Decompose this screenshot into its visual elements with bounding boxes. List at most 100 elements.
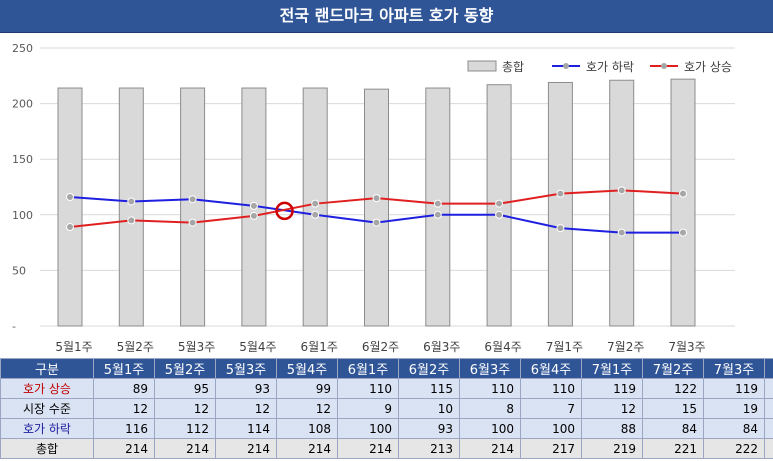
- series-point: [679, 189, 687, 198]
- table-header-cell: 7월1주: [581, 358, 643, 379]
- table-cell: 110: [459, 378, 521, 399]
- crossover-marker: [275, 201, 294, 221]
- table-cell: 100: [459, 418, 521, 439]
- table-header-cell: 6월4주: [520, 358, 582, 379]
- series-point: [311, 199, 320, 208]
- series-point: [556, 224, 565, 233]
- table-cell: 114: [215, 418, 277, 439]
- x-tick-label: 5월2주: [117, 340, 154, 354]
- table-cell: 214: [215, 438, 277, 459]
- table-cell: 89: [93, 378, 155, 399]
- table-spacer: [764, 398, 773, 419]
- legend-marker: [661, 63, 667, 69]
- chart: - 50 100 150 200 250 5월1주 5월2주 5월3주 5월4주 6월1주 6월2주…: [12, 42, 735, 354]
- table-cell: 84: [703, 418, 765, 439]
- table-row: 총합 214 214 214 214 214 213 214 217 219 221 222: [0, 438, 773, 459]
- series-point: [127, 197, 136, 206]
- table-cell: 10: [398, 398, 460, 419]
- bars: [57, 78, 696, 327]
- table-cell: 122: [642, 378, 704, 399]
- x-tick-label: 6월4주: [484, 340, 521, 354]
- legend: 총합 호가 하락 호가 상승: [467, 60, 732, 74]
- table-row-label: 총합: [0, 438, 94, 459]
- legend-label: 호가 상승: [684, 60, 732, 74]
- table-cell: 100: [520, 418, 582, 439]
- table-header-cell: 5월3주: [215, 358, 277, 379]
- table-cell: 221: [642, 438, 704, 459]
- table-header-cell: 7월3주: [703, 358, 765, 379]
- bar: [57, 87, 83, 327]
- table-cell: 115: [398, 378, 460, 399]
- bar: [118, 87, 144, 327]
- table-cell: 19: [703, 398, 765, 419]
- x-tick-label: 7월1주: [546, 340, 583, 354]
- table-cell: 12: [215, 398, 277, 419]
- y-axis-ticks: - 50 100 150 200 250: [12, 42, 33, 333]
- table-cell: 108: [276, 418, 338, 439]
- x-tick-label: 6월1주: [301, 340, 338, 354]
- table-row: 호가 상승 89 95 93 99 110 115 110 110 119 122 119: [0, 378, 773, 399]
- table-cell: 12: [581, 398, 643, 419]
- table-cell: 9: [337, 398, 399, 419]
- table-header-cell: 6월3주: [459, 358, 521, 379]
- series-point: [372, 218, 381, 227]
- table-header-cell: 5월2주: [154, 358, 216, 379]
- y-tick-label: 100: [12, 209, 33, 222]
- table-cell: 99: [276, 378, 338, 399]
- table-cell: 214: [154, 438, 216, 459]
- lines: [66, 186, 687, 237]
- table-cell: 88: [581, 418, 643, 439]
- series-point: [617, 186, 626, 195]
- bar: [547, 81, 573, 327]
- table-header-cell: 6월2주: [398, 358, 460, 379]
- series-point: [433, 199, 442, 208]
- bar: [670, 78, 696, 327]
- table-row-label: 호가 하락: [0, 418, 94, 439]
- table-cell: 12: [93, 398, 155, 419]
- table-header-spacer: [764, 358, 773, 379]
- table-header-cell: 7월2주: [642, 358, 704, 379]
- x-tick-label: 7월2주: [607, 340, 644, 354]
- table-cell: 7: [520, 398, 582, 419]
- table-row-label: 시장 수준: [0, 398, 94, 419]
- series-point: [127, 216, 136, 225]
- bar: [180, 87, 206, 327]
- series-point: [249, 211, 258, 220]
- series-point: [249, 201, 258, 210]
- series-point: [433, 210, 442, 219]
- series-point: [311, 210, 320, 219]
- table-row: 시장 수준 12 12 12 12 9 10 8 7 12 15 19: [0, 398, 773, 419]
- table-cell: 12: [276, 398, 338, 419]
- table-cell: 119: [581, 378, 643, 399]
- table-cell: 84: [642, 418, 704, 439]
- table-cell: 93: [398, 418, 460, 439]
- y-tick-label: 200: [12, 98, 33, 111]
- data-table: 구분 5월1주 5월2주 5월3주 5월4주 6월1주 6월2주 6월3주 6월4주 7월1주 7월…: [0, 358, 773, 459]
- table-cell: 214: [276, 438, 338, 459]
- y-tick-label: 50: [12, 264, 26, 277]
- table-row-label: 호가 상승: [0, 378, 94, 399]
- bar: [609, 79, 635, 327]
- table-cell: 15: [642, 398, 704, 419]
- table-spacer: [764, 378, 773, 399]
- x-tick-label: 5월1주: [55, 340, 92, 354]
- series-point: [372, 194, 381, 203]
- table-cell: 217: [520, 438, 582, 459]
- table-cell: 100: [337, 418, 399, 439]
- legend-label: 총합: [502, 60, 524, 74]
- x-tick-label: 6월2주: [362, 340, 399, 354]
- y-tick-label: 150: [12, 153, 33, 166]
- table-cell: 219: [581, 438, 643, 459]
- table-header-cell: 6월1주: [337, 358, 399, 379]
- legend-label: 호가 하락: [586, 60, 634, 74]
- table-spacer: [764, 418, 773, 439]
- table-cell: 95: [154, 378, 216, 399]
- table-cell: 214: [459, 438, 521, 459]
- x-tick-label: 5월4주: [239, 340, 276, 354]
- legend-swatch: [467, 60, 497, 72]
- table-cell: 110: [337, 378, 399, 399]
- series-point: [66, 193, 74, 202]
- table-header-row: 구분 5월1주 5월2주 5월3주 5월4주 6월1주 6월2주 6월3주 6월4주 7월1주 7월…: [0, 358, 773, 379]
- table-cell: 214: [93, 438, 155, 459]
- x-axis-ticks: 5월1주 5월2주 5월3주 5월4주 6월1주 6월2주 6월3주 6월4주 7월1주 7월2주…: [55, 340, 705, 354]
